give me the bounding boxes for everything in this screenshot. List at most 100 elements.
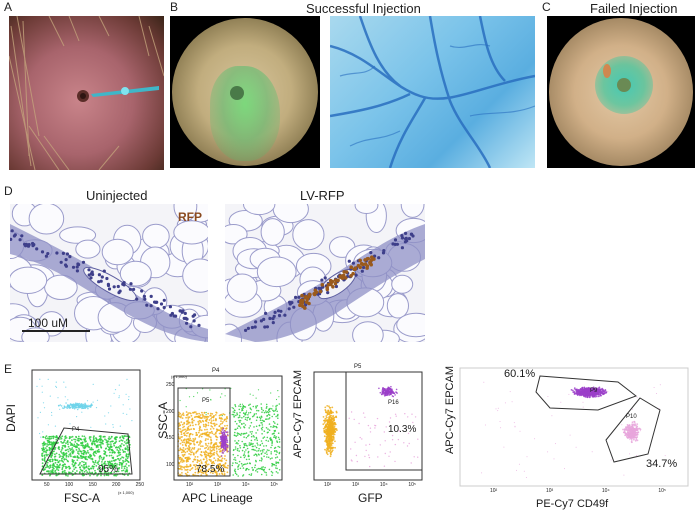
- plot4-gate-p9: [535, 375, 638, 411]
- flow-event-dot: [629, 429, 631, 432]
- flow-event-dot: [270, 439, 272, 442]
- flow-event-dot: [188, 434, 191, 436]
- flow-event-dot: [193, 411, 196, 414]
- flow-event-dot: [327, 409, 330, 412]
- flow-event-dot: [364, 455, 366, 458]
- flow-event-dot: [122, 456, 125, 459]
- flow-event-dot: [63, 381, 65, 383]
- flow-event-dot: [516, 469, 517, 471]
- flow-event-dot: [636, 428, 639, 431]
- flow-event-dot: [199, 441, 201, 444]
- flow-event-dot: [587, 386, 590, 389]
- flow-event-dot: [51, 471, 54, 474]
- flow-event-dot: [224, 445, 227, 448]
- flow-event-dot: [394, 413, 397, 415]
- flow-event-dot: [123, 444, 125, 447]
- flow-event-dot: [93, 465, 95, 468]
- flow-event-dot: [89, 453, 91, 456]
- flow-event-dot: [272, 432, 275, 435]
- flow-event-dot: [217, 455, 220, 457]
- nucleus: [283, 313, 287, 317]
- flow-event-dot: [369, 465, 371, 468]
- flow-event-dot: [84, 437, 87, 439]
- flow-event-dot: [95, 465, 98, 467]
- flow-event-dot: [189, 432, 192, 435]
- flow-event-dot: [83, 474, 85, 477]
- flow-event-dot: [95, 452, 97, 455]
- flow-event-dot: [590, 393, 593, 396]
- flow-event-dot: [263, 436, 266, 438]
- flow-event-dot: [271, 474, 273, 477]
- flow-event-dot: [396, 392, 398, 394]
- flow-event-dot: [241, 409, 244, 412]
- flow-event-dot: [104, 450, 107, 453]
- flow-event-dot: [181, 457, 183, 460]
- flow-event-dot: [69, 441, 72, 444]
- flow-event-dot: [104, 438, 106, 441]
- flow-event-dot: [118, 461, 121, 464]
- flow-event-dot: [255, 425, 258, 428]
- flow-event-dot: [60, 459, 63, 462]
- flow-event-dot: [329, 409, 332, 411]
- flow-event-dot: [265, 418, 267, 420]
- panel-label-c: C: [542, 0, 551, 14]
- flow-event-dot: [383, 388, 386, 390]
- plot1-gate-p4: [39, 427, 133, 475]
- flow-event-dot: [208, 431, 211, 434]
- flow-event-dot: [389, 451, 391, 453]
- flow-event-dot: [525, 477, 527, 478]
- flow-event-dot: [217, 460, 219, 462]
- rfp-label: RFP: [178, 210, 202, 224]
- flow-event-dot: [53, 450, 55, 453]
- flow-event-dot: [64, 445, 67, 448]
- flow-event-dot: [630, 436, 633, 439]
- flow-event-dot: [188, 416, 191, 419]
- flow-event-dot: [205, 458, 208, 460]
- nucleus: [294, 295, 298, 299]
- flow-event-dot: [220, 413, 223, 416]
- flow-event-dot: [90, 467, 92, 470]
- flow-event-dot: [208, 419, 211, 421]
- flow-event-dot: [49, 458, 52, 461]
- flow-event-dot: [252, 445, 254, 448]
- histology-uninjected: RFP 100 uM: [10, 204, 208, 342]
- flow-event-dot: [225, 420, 228, 423]
- flow-event-dot: [589, 387, 592, 390]
- flow-event-dot: [184, 448, 187, 450]
- flow-event-dot: [55, 438, 58, 441]
- flow-event-dot: [238, 460, 241, 463]
- flow-event-dot: [197, 466, 199, 468]
- nucleus: [254, 320, 258, 324]
- flow-event-dot: [181, 461, 184, 463]
- flow-event-dot: [270, 425, 272, 428]
- flow-event-dot: [225, 459, 228, 462]
- flow-event-dot: [592, 388, 595, 391]
- flow-event-dot: [203, 453, 206, 456]
- flow-event-dot: [106, 442, 109, 444]
- adipocyte-cell: [386, 293, 409, 319]
- flow-event-dot: [49, 464, 51, 467]
- flow-event-dot: [390, 392, 392, 395]
- nucleus: [129, 282, 133, 286]
- flow-event-dot: [198, 412, 200, 415]
- plot2-x-tick: 10⁵: [270, 482, 278, 488]
- flow-event-dot: [198, 422, 200, 424]
- flow-event-dot: [254, 464, 257, 466]
- flow-event-dot: [198, 470, 201, 473]
- flow-event-dot: [250, 435, 253, 438]
- flow-event-dot: [239, 427, 242, 429]
- flow-event-dot: [76, 416, 78, 418]
- flow-event-dot: [79, 403, 82, 406]
- flow-event-dot: [217, 465, 219, 468]
- flow-event-dot: [54, 425, 57, 427]
- flow-event-dot: [116, 446, 119, 449]
- flow-event-dot: [69, 467, 72, 469]
- flow-event-dot: [247, 454, 250, 457]
- flow-event-dot: [61, 466, 64, 469]
- flow-event-dot: [60, 450, 62, 453]
- flow-event-dot: [276, 415, 279, 417]
- nucleus: [149, 304, 153, 308]
- flow-event-dot: [123, 467, 126, 470]
- flow-event-dot: [398, 430, 401, 432]
- flow-event-dot: [249, 425, 252, 427]
